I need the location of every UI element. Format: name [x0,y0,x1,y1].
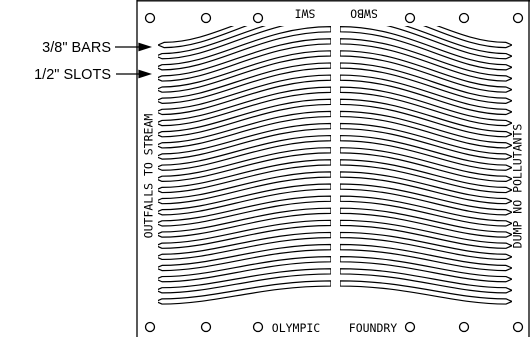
slot-right [339,122,512,160]
slot-right [339,50,512,93]
slot-right [339,26,512,60]
slot-right [339,26,512,71]
slot-left [158,159,332,194]
bolt-hole [144,321,156,333]
bolt-hole [200,12,212,24]
slot-right [339,159,512,194]
slot-left [158,110,332,149]
slot-left [158,134,332,171]
slot-right [339,86,512,127]
slot-left [158,86,332,127]
slot-left [158,183,332,216]
slot-left [158,171,332,205]
left-side-text: OUTFALLS TO STREAM [142,114,156,239]
slot-right [339,98,512,138]
slot-pattern [158,26,512,305]
slot-right [339,256,512,283]
bolt-hole [404,12,416,24]
slot-left [158,26,332,71]
slot-right [339,74,512,116]
slot-left [158,74,332,116]
slot-right [339,62,512,104]
slots-callout: 1/2" SLOTS [34,67,111,83]
slot-left [158,98,332,138]
slot-right [339,268,512,294]
bolt-hole [458,321,470,333]
slot-left [158,26,332,49]
slot-left [158,207,332,238]
bolt-hole [512,321,524,333]
slot-right [339,38,512,82]
slot-left [158,231,332,261]
bolt-hole [144,12,156,24]
slot-left [158,38,332,82]
slot-right [339,183,512,216]
slot-left [158,280,332,305]
slot-right [339,134,512,171]
slot-right [339,26,512,49]
bottom-left-text: OLYMPIC [272,321,321,335]
slot-right [339,171,512,205]
slot-right [339,195,512,227]
bolt-hole [458,12,470,24]
bottom-right-text: FOUNDRY [349,321,398,335]
slot-right [339,280,512,305]
slot-left [158,62,332,104]
slot-left [158,147,332,182]
slot-left [158,256,332,283]
bolt-hole [512,12,524,24]
bolt-holes [144,12,524,333]
slot-right [339,243,512,272]
slot-left [158,122,332,160]
slot-right [339,207,512,238]
callout-leaders [115,42,152,79]
top-right-mark: SWBO [350,7,378,21]
slot-right [339,231,512,261]
slot-left [158,50,332,93]
slot-right [339,147,512,182]
slot-left [158,243,332,272]
plate-frame [136,0,530,337]
top-left-mark: SWI [295,7,316,21]
bolt-hole [252,321,264,333]
slot-left [158,268,332,294]
right-side-text: DUMP NO POLLUTANTS [511,124,525,249]
slot-left [158,219,332,249]
bolt-hole [404,321,416,333]
slot-left [158,26,332,60]
slot-right [339,219,512,249]
bars-callout: 3/8" BARS [42,40,111,56]
slot-right [339,110,512,149]
slot-left [158,195,332,227]
bolt-hole [252,12,264,24]
bolt-hole [200,321,212,333]
